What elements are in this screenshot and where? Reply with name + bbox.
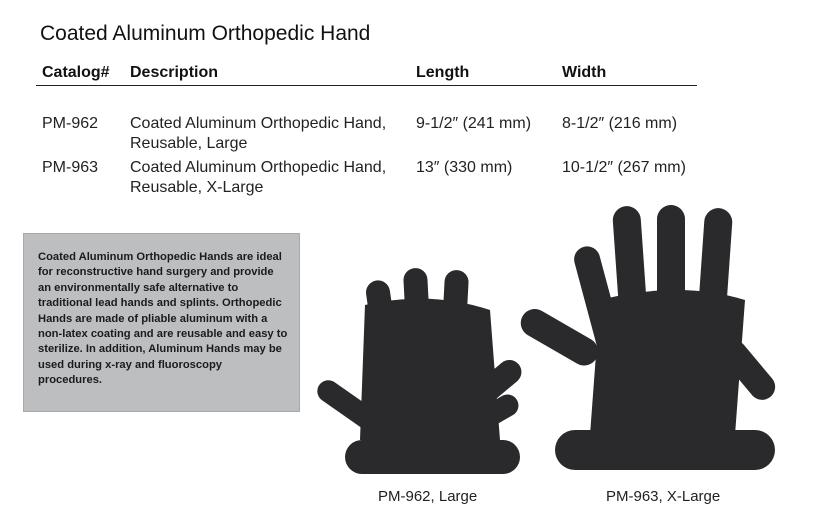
header-catalog: Catalog# bbox=[42, 64, 110, 81]
page-title: Coated Aluminum Orthopedic Hand bbox=[40, 22, 371, 45]
catalog-number: PM-962 bbox=[42, 115, 99, 132]
caption-large: PM-962, Large bbox=[378, 488, 478, 505]
header-width: Width bbox=[562, 64, 607, 81]
description-line: Reusable, X-Large bbox=[130, 179, 264, 196]
xlarge-hand-image bbox=[520, 205, 776, 470]
header-description: Description bbox=[130, 64, 219, 81]
length: 9-1/2″ (241 mm) bbox=[416, 115, 532, 132]
description-text: Coated Aluminum Orthopedic Hands are ide… bbox=[38, 251, 288, 387]
description: Coated Aluminum Orthopedic Hand, Reusable… bbox=[130, 158, 386, 198]
description-box: Coated Aluminum Orthopedic Hands are ide… bbox=[23, 233, 300, 412]
header-rule bbox=[36, 85, 697, 86]
description-line: Coated Aluminum Orthopedic Hand, bbox=[130, 159, 387, 176]
description: Coated Aluminum Orthopedic Hand, Reusable… bbox=[130, 114, 386, 154]
width: 10-1/2″ (267 mm) bbox=[562, 159, 686, 176]
header-length: Length bbox=[416, 64, 470, 81]
description-line: Reusable, Large bbox=[130, 135, 248, 152]
width: 8-1/2″ (216 mm) bbox=[562, 115, 678, 132]
description-line: Coated Aluminum Orthopedic Hand, bbox=[130, 115, 387, 132]
large-hand-image bbox=[317, 268, 522, 474]
caption-xlarge: PM-963, X-Large bbox=[606, 488, 721, 505]
length: 13″ (330 mm) bbox=[416, 159, 513, 176]
catalog-number: PM-963 bbox=[42, 159, 99, 176]
